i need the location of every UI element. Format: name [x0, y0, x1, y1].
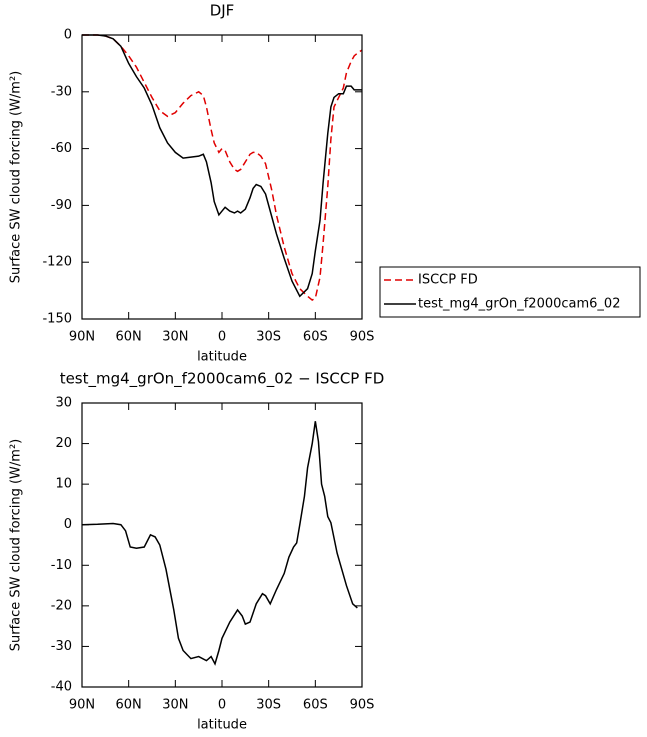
x-tick-label: 90N [69, 330, 95, 345]
data-line [81, 421, 358, 666]
x-tick-label: 60N [116, 330, 142, 345]
plot-frame [81, 34, 363, 320]
x-tick-label: 0 [218, 330, 226, 345]
x-tick-label: 30N [162, 698, 188, 713]
y-tick-label: 0 [64, 517, 72, 532]
y-tick-label: 10 [55, 477, 72, 492]
x-tick-label: 90S [350, 330, 375, 345]
y-tick-label: -150 [42, 312, 72, 327]
legend-box [379, 266, 641, 318]
x-tick-label: 60S [303, 698, 328, 713]
x-tick-label: 60S [303, 330, 328, 345]
x-axis-label: latitude [197, 350, 247, 365]
y-tick-label: -20 [51, 598, 72, 613]
y-tick-label: 0 [64, 28, 72, 43]
y-tick-label: -30 [51, 639, 72, 654]
x-tick-label: 90S [350, 698, 375, 713]
legend-label: ISCCP FD [418, 273, 478, 288]
x-tick-label: 0 [218, 698, 226, 713]
data-line [82, 34, 363, 301]
x-tick-label: 30S [256, 330, 281, 345]
x-tick-label: 60N [116, 698, 142, 713]
chart-title: test_mg4_grOn_f2000cam6_02 − ISCCP FD [60, 370, 385, 389]
y-tick-label: -10 [51, 558, 72, 573]
x-tick-label: 30N [162, 330, 188, 345]
y-tick-label: -60 [51, 141, 72, 156]
y-axis-label: Surface SW cloud forcing (W/m²) [9, 439, 24, 651]
y-tick-label: -120 [42, 255, 72, 270]
data-line [82, 34, 362, 298]
y-axis-label: Surface SW cloud forcing (W/m²) [9, 71, 24, 283]
y-tick-label: 30 [55, 396, 72, 411]
y-tick-label: -40 [51, 680, 72, 695]
x-axis-label: latitude [197, 718, 247, 733]
legend-label: test_mg4_grOn_f2000cam6_02 [418, 297, 620, 312]
plot-frame [81, 402, 363, 688]
y-tick-label: -90 [51, 198, 72, 213]
x-tick-label: 90N [69, 698, 95, 713]
y-tick-label: -30 [51, 84, 72, 99]
chart-title: DJF [210, 2, 235, 20]
x-tick-label: 30S [256, 698, 281, 713]
y-tick-label: 20 [55, 436, 72, 451]
